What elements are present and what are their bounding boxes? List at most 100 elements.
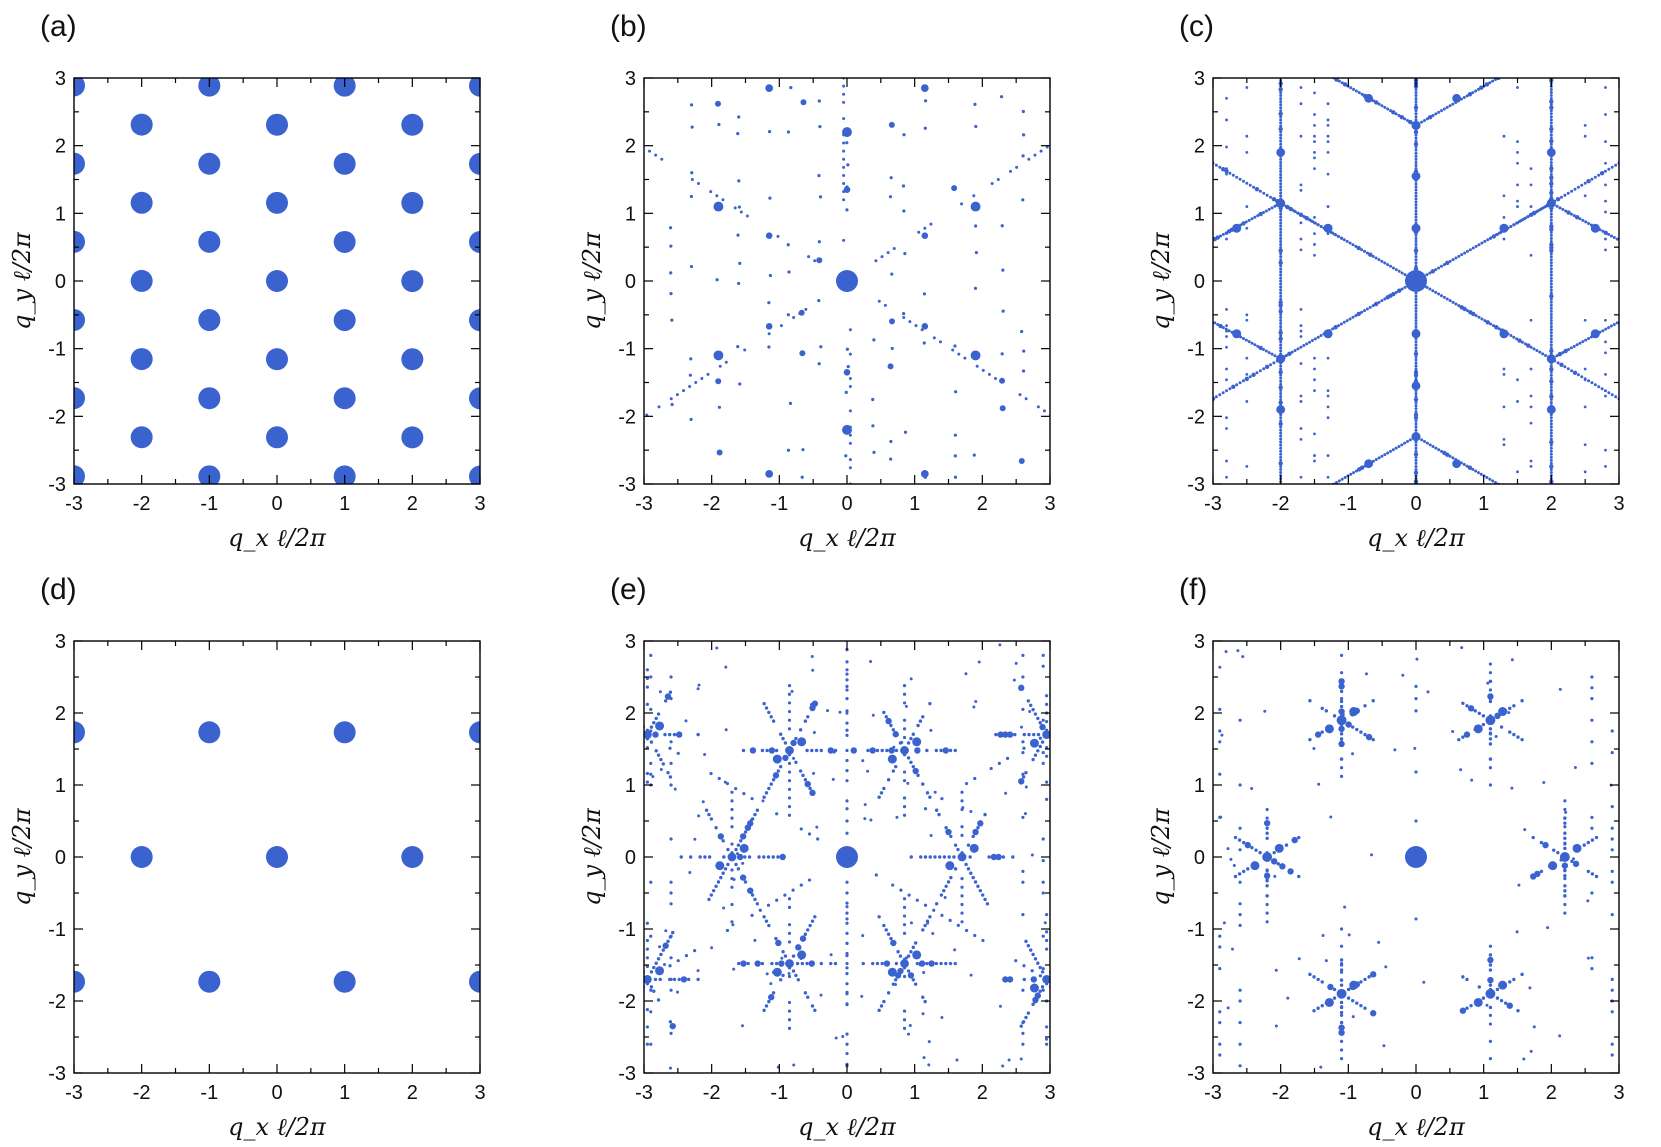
data-point — [1414, 273, 1418, 277]
data-point — [730, 885, 734, 889]
data-point — [733, 206, 737, 210]
data-point — [1279, 863, 1286, 870]
data-point — [1572, 370, 1578, 376]
data-point — [842, 149, 846, 153]
data-point — [995, 853, 1002, 861]
data-point — [1326, 205, 1330, 208]
data-point — [1590, 967, 1594, 971]
x-tick-label: -2 — [133, 1082, 151, 1104]
data-point — [1247, 340, 1251, 344]
data-point — [1278, 87, 1283, 92]
data-point — [1488, 783, 1493, 787]
data-point — [1245, 378, 1249, 382]
data-point — [1045, 780, 1049, 784]
data-point — [1549, 99, 1554, 104]
data-point — [1488, 236, 1492, 240]
data-point — [923, 226, 927, 230]
data-point — [1414, 118, 1418, 122]
data-point — [1403, 441, 1407, 445]
data-point — [1371, 99, 1375, 103]
data-point — [1299, 213, 1303, 217]
data-point — [1520, 340, 1524, 344]
data-point — [623, 691, 626, 694]
data-point — [1245, 134, 1249, 138]
data-point — [1549, 486, 1553, 490]
data-point — [639, 745, 642, 748]
data-point — [1559, 852, 1570, 862]
data-point — [845, 769, 849, 773]
data-point — [1604, 465, 1607, 468]
data-point — [1477, 315, 1481, 319]
data-point — [845, 931, 849, 935]
data-point — [1279, 163, 1283, 167]
data-point — [1510, 786, 1514, 790]
data-point — [669, 292, 673, 296]
data-point — [645, 938, 649, 943]
data-point — [1566, 191, 1570, 195]
data-point — [912, 950, 922, 960]
data-point — [1485, 476, 1489, 480]
data-point — [1279, 343, 1283, 347]
data-point — [1232, 223, 1242, 233]
data-point — [1224, 650, 1228, 654]
data-point — [1479, 472, 1483, 476]
data-point — [669, 1031, 673, 1035]
x-tick-label: 3 — [474, 493, 485, 515]
y-tick-label: -1 — [48, 339, 66, 361]
data-point — [1302, 215, 1306, 219]
data-point — [1001, 1064, 1005, 1068]
data-point — [1555, 204, 1559, 208]
data-point — [1549, 467, 1553, 471]
data-point — [905, 956, 909, 960]
data-point — [1254, 848, 1258, 852]
data-point — [1339, 1039, 1344, 1043]
data-point — [973, 880, 978, 884]
data-point — [1323, 223, 1333, 233]
data-point — [669, 397, 673, 401]
data-point — [794, 760, 798, 764]
data-point — [932, 336, 936, 340]
data-point — [755, 902, 760, 906]
data-point — [1499, 725, 1504, 729]
x-tick-label: 0 — [841, 493, 852, 515]
data-point — [1279, 236, 1283, 240]
data-point — [656, 957, 661, 961]
data-point — [969, 973, 973, 977]
data-point — [1488, 1005, 1493, 1010]
data-point — [1414, 404, 1418, 408]
data-point — [1238, 923, 1242, 928]
data-point — [842, 84, 846, 88]
data-point — [1610, 165, 1614, 169]
data-point — [649, 988, 653, 992]
data-point — [1380, 299, 1384, 303]
data-point — [1022, 732, 1026, 737]
y-tick-label: 0 — [625, 847, 636, 869]
data-point — [1414, 291, 1418, 295]
data-point — [1414, 315, 1418, 319]
data-point — [1451, 456, 1455, 460]
data-point — [730, 799, 734, 803]
data-point — [894, 978, 898, 982]
data-point — [917, 230, 921, 234]
data-point — [1299, 324, 1303, 328]
data-point — [1225, 367, 1228, 371]
data-point — [1062, 1010, 1068, 1016]
data-point — [1546, 926, 1550, 930]
data-point — [845, 684, 849, 688]
data-point — [753, 938, 757, 942]
data-point — [1299, 437, 1303, 441]
data-point — [1400, 287, 1404, 291]
data-point — [1549, 437, 1553, 441]
data-point — [1519, 219, 1523, 223]
data-point — [940, 797, 944, 801]
data-point — [925, 961, 929, 966]
data-point — [787, 1018, 792, 1022]
data-point — [1414, 388, 1418, 392]
data-point — [845, 678, 849, 682]
data-point — [813, 1008, 817, 1013]
data-point — [1549, 404, 1553, 408]
data-point — [1552, 848, 1556, 852]
data-point — [1028, 709, 1032, 713]
data-point — [1590, 381, 1594, 385]
data-point — [1365, 733, 1373, 741]
